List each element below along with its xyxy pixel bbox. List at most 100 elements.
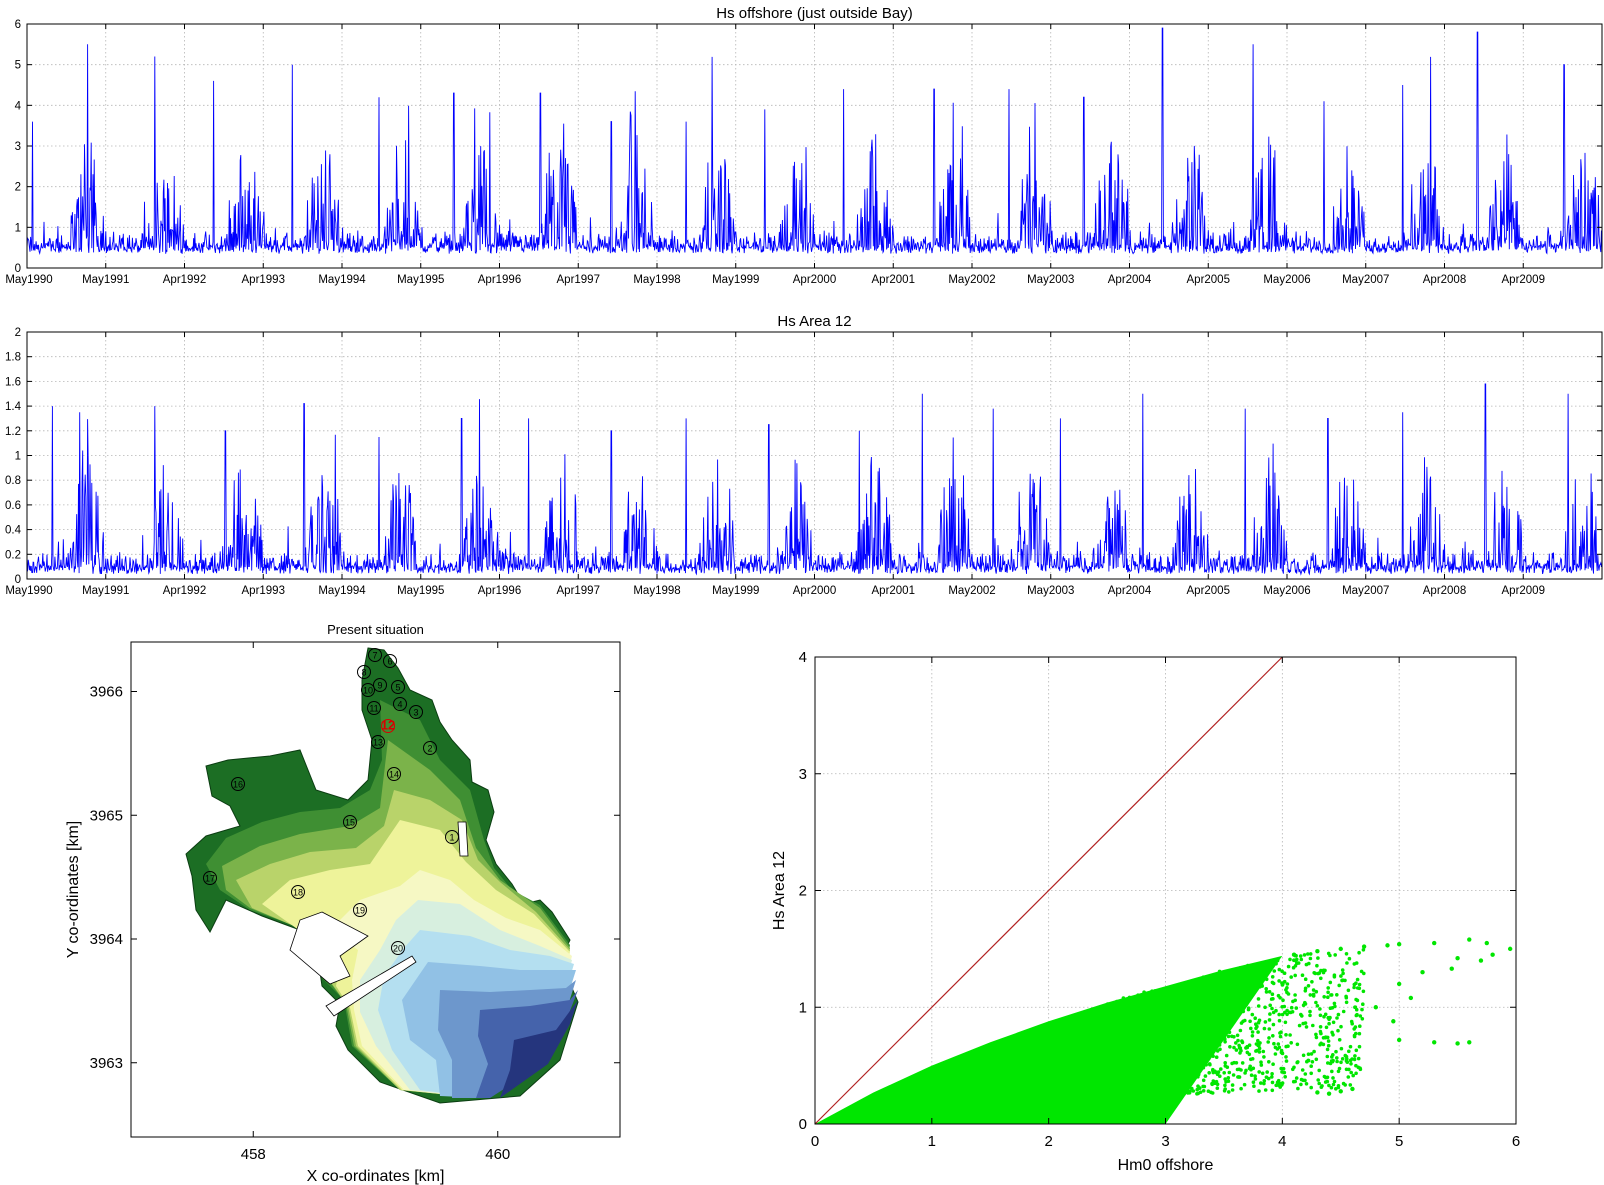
scatter-point — [1221, 1028, 1226, 1033]
scatter-point — [1396, 942, 1402, 947]
scatter-point — [1467, 937, 1472, 942]
scatter-point — [1253, 967, 1258, 971]
scatter-point — [1264, 987, 1268, 991]
scatter-point — [1113, 1016, 1118, 1020]
scatter-point — [1187, 988, 1192, 993]
scatter-point — [1160, 1080, 1164, 1084]
scatter-point — [1201, 975, 1206, 979]
scatter-point — [1317, 971, 1322, 975]
scatter-point — [1107, 1090, 1112, 1095]
scatter-point — [1196, 1075, 1200, 1079]
scatter-point — [1175, 1048, 1179, 1052]
scatter-point — [1174, 1004, 1178, 1008]
scatter-point — [1121, 1028, 1125, 1033]
scatter-point — [1326, 990, 1330, 995]
scatter-point — [1352, 1027, 1356, 1031]
scatter-point — [1172, 1049, 1176, 1053]
scatter-point — [1331, 1082, 1336, 1087]
scatter-point — [1152, 992, 1156, 996]
scatter-point — [1203, 1074, 1208, 1078]
scatter-point — [1260, 1071, 1265, 1076]
scatter-point — [1119, 1002, 1123, 1007]
scatter-point — [1177, 982, 1181, 987]
scatter-point — [1337, 1066, 1342, 1071]
y-tick-label: 1 — [15, 451, 21, 463]
scatter-point — [1228, 1006, 1232, 1010]
area-label: 8 — [361, 668, 366, 678]
y-tick-label: 0.2 — [5, 549, 21, 561]
scatter-point — [1163, 1084, 1167, 1088]
scatter-point — [1322, 995, 1326, 999]
scatter-point — [1219, 1033, 1223, 1038]
scatter-point — [1180, 1071, 1185, 1076]
x-tick-label: May2006 — [1263, 274, 1310, 286]
scatter-point — [1331, 1076, 1335, 1080]
scatter-point — [1296, 961, 1301, 965]
scatter-point — [1337, 1038, 1342, 1042]
scatter-point — [1316, 1078, 1320, 1082]
scatter-point — [1115, 999, 1119, 1004]
scatter-point — [1344, 1054, 1349, 1059]
scatter-point — [1455, 1041, 1460, 1046]
scatter-point — [1129, 1039, 1133, 1043]
scatter-point — [1121, 996, 1126, 1000]
scatter-point — [1325, 1054, 1330, 1059]
scatter-point — [1227, 1090, 1231, 1094]
scatter-point — [1211, 987, 1215, 991]
scatter-point — [1344, 952, 1349, 956]
scatter-point — [1168, 995, 1173, 999]
x-tick-label: Apr1993 — [242, 274, 285, 286]
area-label: 16 — [233, 780, 243, 790]
scatter-point — [1224, 983, 1228, 987]
scatter-point — [1303, 1021, 1308, 1025]
scatter-point — [1344, 1000, 1349, 1005]
x-tick-label: Apr1997 — [557, 274, 600, 286]
scatter-point — [1250, 1030, 1255, 1034]
scatter-point — [1317, 1068, 1321, 1073]
scatter-point — [1396, 1037, 1402, 1043]
scatter-point — [1213, 1081, 1217, 1086]
area-marker — [343, 815, 357, 829]
scatter-point — [1187, 993, 1191, 997]
scatter-point — [1115, 1029, 1120, 1033]
scatter-point — [1149, 1045, 1153, 1050]
scatter-point — [1160, 1018, 1165, 1023]
scatter-point — [1455, 956, 1460, 961]
scatter-point — [1146, 1033, 1150, 1038]
breakwater — [325, 955, 417, 1017]
scatter-point — [1206, 1056, 1211, 1061]
scatter-point — [1348, 1044, 1353, 1049]
scatter-point — [1311, 992, 1316, 997]
scatter-point — [1126, 1000, 1131, 1005]
series-line — [26, 383, 1603, 576]
scatter-point — [1326, 1061, 1330, 1065]
scatter-point — [1344, 1067, 1349, 1072]
scatter-point — [1221, 1015, 1225, 1020]
scatter-point — [1291, 1067, 1295, 1072]
scatter-point — [1308, 952, 1313, 956]
scatter-point — [1156, 1076, 1161, 1080]
scatter-point — [1121, 1043, 1126, 1047]
scatter-point — [1139, 1028, 1144, 1033]
scatter-point — [1190, 1027, 1195, 1032]
scatter-point — [1105, 1065, 1110, 1069]
scatter-point — [1314, 1032, 1318, 1037]
scatter-point — [1130, 1025, 1134, 1029]
y-tick-label: 2 — [15, 182, 21, 194]
scatter-point — [1153, 1042, 1157, 1047]
x-tick-label: 4 — [1278, 1133, 1286, 1150]
scatter-point — [1265, 1070, 1269, 1074]
area-label: 15 — [345, 818, 355, 828]
scatter-point — [1257, 1046, 1262, 1051]
scatter-point — [1152, 1039, 1156, 1044]
x-tick-label: Apr2004 — [1108, 585, 1152, 597]
scatter-point — [1125, 1044, 1129, 1048]
scatter-point — [1298, 954, 1303, 958]
scatter-point — [1149, 1032, 1153, 1037]
scatter-point — [1358, 1066, 1362, 1070]
scatter-point — [1316, 956, 1320, 960]
y-tick-label: 0 — [15, 574, 21, 586]
scatter-point — [1331, 1020, 1336, 1025]
scatter-point — [1116, 1069, 1121, 1074]
scatter-point — [1200, 982, 1204, 986]
